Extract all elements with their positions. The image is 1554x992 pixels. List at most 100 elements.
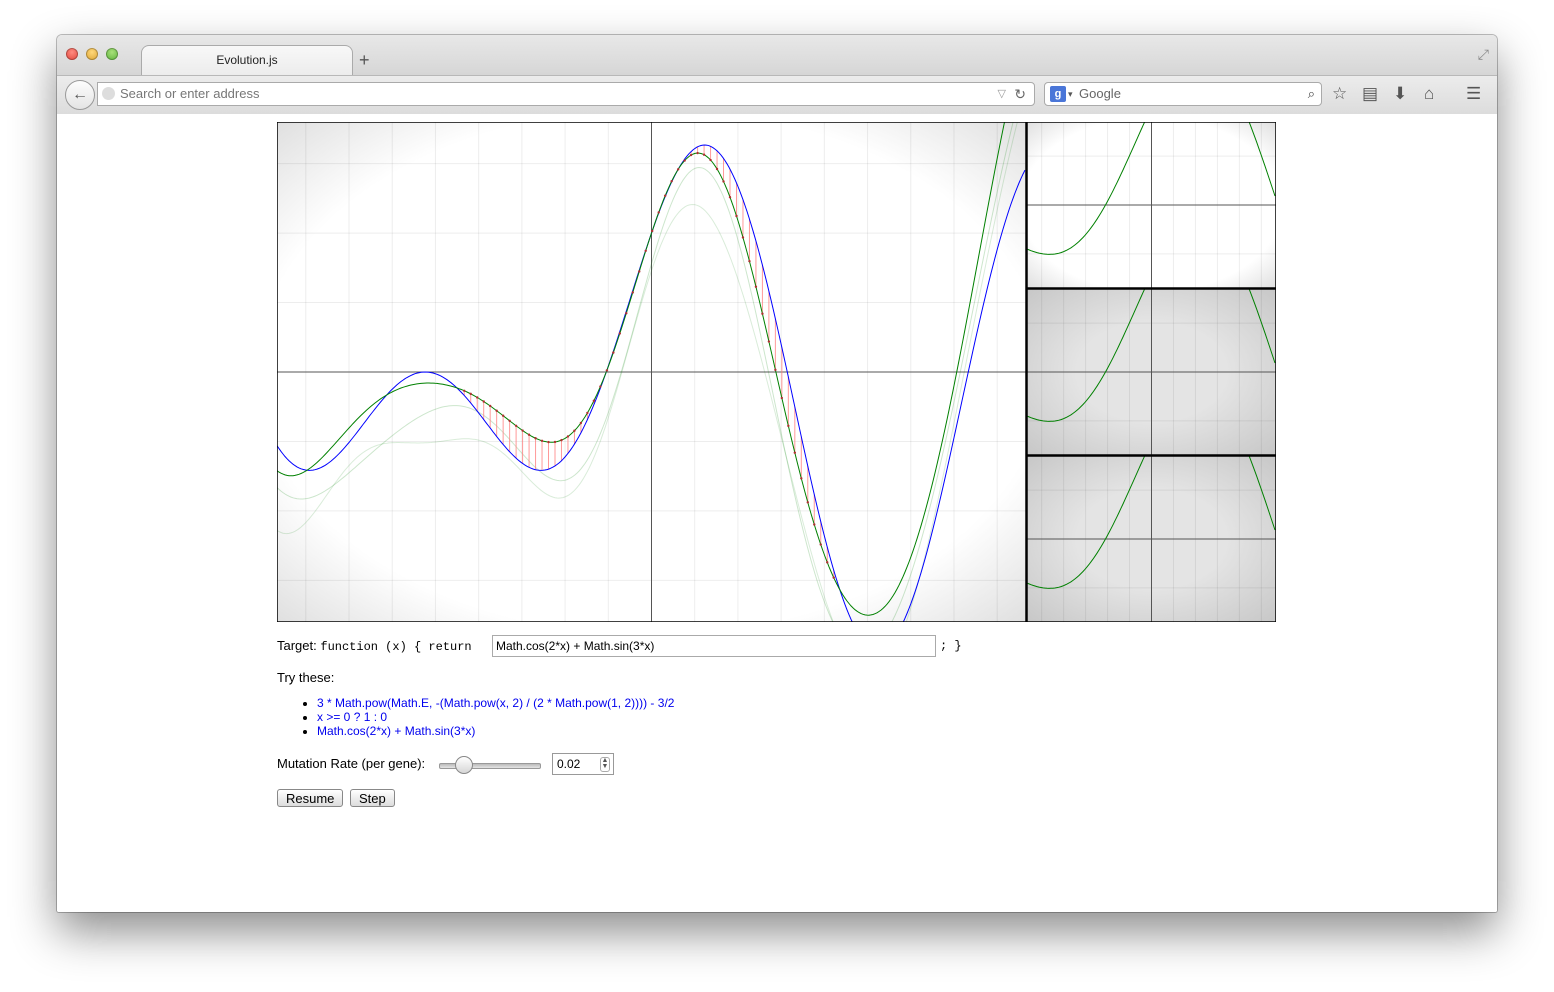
sample-point (800, 477, 803, 480)
candidate-curve (1027, 456, 1276, 589)
minimize-window-button[interactable] (86, 48, 98, 60)
sample-point (463, 389, 466, 392)
sample-point (612, 351, 615, 354)
sample-point (793, 451, 797, 454)
mutation-rate-value: 0.02 (557, 757, 581, 771)
list-item: Math.cos(2*x) + Math.sin(3*x) (317, 724, 674, 738)
history-dropdown-icon[interactable]: ▽ (997, 88, 1006, 100)
sample-point (469, 392, 472, 396)
example-list: 3 * Math.pow(Math.E, -(Math.pow(x, 2) / … (297, 696, 674, 738)
tab-evolution[interactable]: Evolution.js (141, 45, 353, 76)
sample-point (514, 424, 518, 427)
sample-point (631, 291, 634, 294)
sample-point (540, 439, 544, 442)
sample-point (819, 543, 822, 546)
close-window-button[interactable] (66, 48, 78, 60)
browser-window: Evolution.js + ⤢ ← Search or enter addre… (57, 35, 1497, 912)
sample-point (657, 211, 660, 214)
sample-point (748, 259, 751, 263)
sample-point (832, 576, 835, 579)
mutation-rate-label: Mutation Rate (per gene): (277, 756, 426, 771)
sample-point (476, 396, 479, 399)
example-link-gaussian[interactable]: 3 * Math.pow(Math.E, -(Math.pow(x, 2) / … (317, 696, 675, 710)
panel-border (1026, 455, 1276, 622)
sample-point (696, 151, 699, 155)
best-curve (277, 122, 1006, 616)
sample-point (813, 523, 816, 526)
panel-border (277, 122, 1027, 622)
sample-point (482, 400, 485, 403)
list-item: 3 * Math.pow(Math.E, -(Math.pow(x, 2) / … (317, 696, 674, 710)
downloads-icon[interactable]: ⬇ (1393, 84, 1408, 103)
sample-point (586, 411, 589, 415)
address-bar[interactable]: Search or enter address ▽ ↻ (97, 82, 1035, 106)
stepper-arrows-icon[interactable]: ▲ ▼ (600, 757, 610, 772)
step-button[interactable]: Step (350, 789, 395, 807)
bookmark-star-icon[interactable]: ☆ (1332, 84, 1348, 103)
sample-point (741, 236, 745, 239)
example-link-step[interactable]: x >= 0 ? 1 : 0 (317, 710, 388, 724)
search-bar[interactable]: g ▾ Google ⌕ (1044, 82, 1322, 106)
candidate-plot-3 (1026, 455, 1276, 622)
sample-point (774, 368, 777, 372)
sample-point (579, 421, 583, 425)
ghost-curve (277, 122, 1014, 622)
sample-point (780, 396, 784, 400)
sample-point (663, 194, 667, 197)
sample-point (689, 153, 693, 157)
target-code-prefix: function (x) { return (320, 640, 472, 654)
candidate-curve (1027, 289, 1276, 422)
target-code-suffix: ; } (940, 639, 962, 653)
reload-icon[interactable]: ↻ (1014, 86, 1026, 102)
main-plot (277, 122, 1027, 622)
title-bar: Evolution.js + ⤢ (57, 35, 1497, 76)
bookmarks-menu-icon[interactable]: ▤ (1362, 84, 1379, 103)
sample-point (560, 438, 563, 442)
google-engine-icon[interactable]: g (1050, 86, 1066, 102)
sample-point (709, 158, 712, 162)
engine-dropdown-icon[interactable]: ▾ (1068, 89, 1073, 99)
sample-point (722, 180, 725, 183)
panel-border (1026, 288, 1276, 456)
page-content: Target: function (x) { return ; } Try th… (57, 114, 1497, 912)
resume-button[interactable]: Resume (277, 789, 344, 807)
home-icon[interactable]: ⌂ (1424, 84, 1435, 103)
sample-point (761, 312, 764, 315)
back-arrow-icon: ← (72, 86, 88, 103)
ghost-curve (277, 122, 1018, 622)
back-button[interactable]: ← (65, 80, 95, 110)
sample-point (651, 229, 654, 233)
sample-point (683, 159, 686, 162)
sample-point (676, 168, 680, 171)
sample-point (573, 429, 576, 432)
sample-point (670, 180, 673, 183)
sample-point (735, 214, 738, 218)
list-item: x >= 0 ? 1 : 0 (317, 710, 674, 724)
new-tab-button[interactable]: + (359, 50, 370, 70)
navigation-toolbar: ← Search or enter address ▽ ↻ g ▾ Google… (57, 75, 1497, 115)
search-input[interactable]: Google (1079, 86, 1121, 101)
target-expression-input[interactable] (492, 635, 936, 657)
sample-point (534, 437, 537, 440)
sample-point (638, 270, 641, 273)
menu-icon[interactable]: ☰ (1466, 84, 1482, 103)
address-input[interactable]: Search or enter address (120, 86, 260, 101)
sample-point (566, 435, 570, 438)
fullscreen-icon[interactable]: ⤢ (1477, 46, 1489, 62)
mutation-rate-slider[interactable] (439, 763, 541, 769)
sample-point (488, 404, 492, 408)
sample-point (553, 440, 557, 444)
sample-point (605, 369, 609, 372)
mutation-rate-input[interactable]: 0.02 ▲ ▼ (552, 753, 614, 775)
candidate-curve (1027, 122, 1276, 255)
sample-point (521, 429, 524, 432)
sample-point (618, 332, 622, 335)
sample-point (787, 424, 790, 428)
zoom-window-button[interactable] (106, 48, 118, 60)
sample-point (508, 419, 511, 422)
sample-point (599, 385, 602, 388)
slider-thumb[interactable] (455, 756, 473, 774)
sample-point (501, 414, 505, 417)
search-icon[interactable]: ⌕ (1307, 86, 1315, 101)
example-link-trig[interactable]: Math.cos(2*x) + Math.sin(3*x) (317, 724, 476, 738)
